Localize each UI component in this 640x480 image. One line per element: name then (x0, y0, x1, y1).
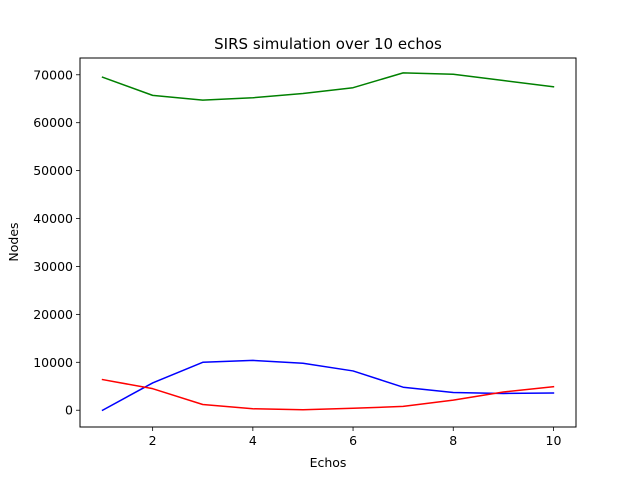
series-line-1 (101, 72, 555, 101)
x-axis-label: Echos (310, 455, 347, 470)
y-tick-label: 30000 (33, 259, 73, 274)
y-tick-label: 60000 (33, 115, 73, 130)
y-axis: 0 10000 20000 30000 40000 50000 60000 70000 (33, 67, 80, 418)
x-tick-label: 2 (149, 433, 157, 448)
y-tick-label: 10000 (33, 355, 73, 370)
x-tick-label: 6 (349, 433, 357, 448)
y-tick-label: 70000 (33, 67, 73, 82)
plot-area-frame (79, 57, 577, 428)
y-tick-label: 0 (65, 403, 73, 418)
series-line-3 (101, 378, 555, 411)
chart-title: SIRS simulation over 10 echos (214, 35, 442, 53)
series-layer (101, 72, 555, 412)
x-tick-label: 4 (249, 433, 257, 448)
y-tick-label: 20000 (33, 307, 73, 322)
y-tick-label: 40000 (33, 211, 73, 226)
y-axis-label: Nodes (6, 222, 21, 261)
series-line-2 (101, 359, 555, 412)
x-tick-label: 8 (449, 433, 457, 448)
y-tick-label: 50000 (33, 163, 73, 178)
x-tick-label: 10 (546, 433, 562, 448)
x-axis: 2 4 6 8 10 (149, 427, 562, 448)
